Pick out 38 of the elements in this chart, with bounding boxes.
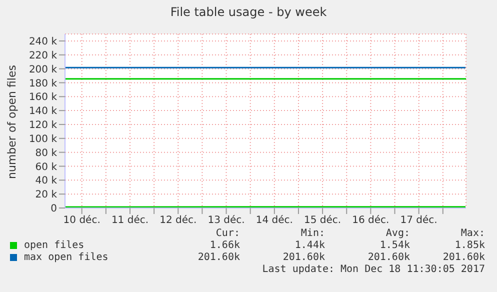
x-tick-label: 14 déc. <box>256 215 293 226</box>
y-tick-label: 120 k <box>28 120 58 132</box>
text: Max: <box>460 228 485 239</box>
text: 201.60k <box>442 252 485 263</box>
text: Last update: Mon Dec 18 11:30:05 2017 <box>261 264 485 275</box>
x-tick-label: 13 déc. <box>208 215 245 226</box>
text: 1.44k <box>294 240 325 251</box>
y-tick-label: 60 k <box>35 162 58 173</box>
text: 1.66k <box>208 240 240 251</box>
y-axis-title: number of open files <box>6 65 18 179</box>
x-tick-label: 17 déc. <box>400 215 438 226</box>
y-tick-label: 180 k <box>28 78 58 90</box>
y-tick-label: 140 k <box>28 106 58 118</box>
legend-label: open files <box>24 240 84 251</box>
text: 1.54k <box>378 240 410 251</box>
legend-label: max open files <box>24 252 108 263</box>
x-tick-label: 10 déc. <box>63 215 100 226</box>
text: Cur: <box>214 228 240 239</box>
text: 201.60k <box>366 252 410 263</box>
y-tick-label: 100 k <box>28 134 58 145</box>
chart-title: File table usage - by week <box>169 5 328 19</box>
x-tick-label: 15 déc. <box>304 215 342 226</box>
text: 1.85k <box>454 240 485 251</box>
x-tick-label: 12 déc. <box>160 215 197 226</box>
y-tick-label: 0 <box>50 204 57 215</box>
y-tick-label: 220 k <box>28 50 58 62</box>
y-tick-label: 80 k <box>35 148 58 159</box>
text: Min: <box>300 228 325 239</box>
y-tick-label: 160 k <box>28 92 58 104</box>
x-tick-label: 11 déc. <box>111 215 149 226</box>
text: 201.60k <box>196 252 240 263</box>
text: 201.60k <box>282 252 325 263</box>
y-tick-label: 240 k <box>28 36 58 48</box>
y-tick-label: 200 k <box>28 64 58 76</box>
text: Avg: <box>384 228 410 239</box>
x-tick-label: 16 déc. <box>352 215 390 226</box>
y-tick-label: 40 k <box>35 176 58 187</box>
y-tick-label: 20 k <box>35 190 58 201</box>
